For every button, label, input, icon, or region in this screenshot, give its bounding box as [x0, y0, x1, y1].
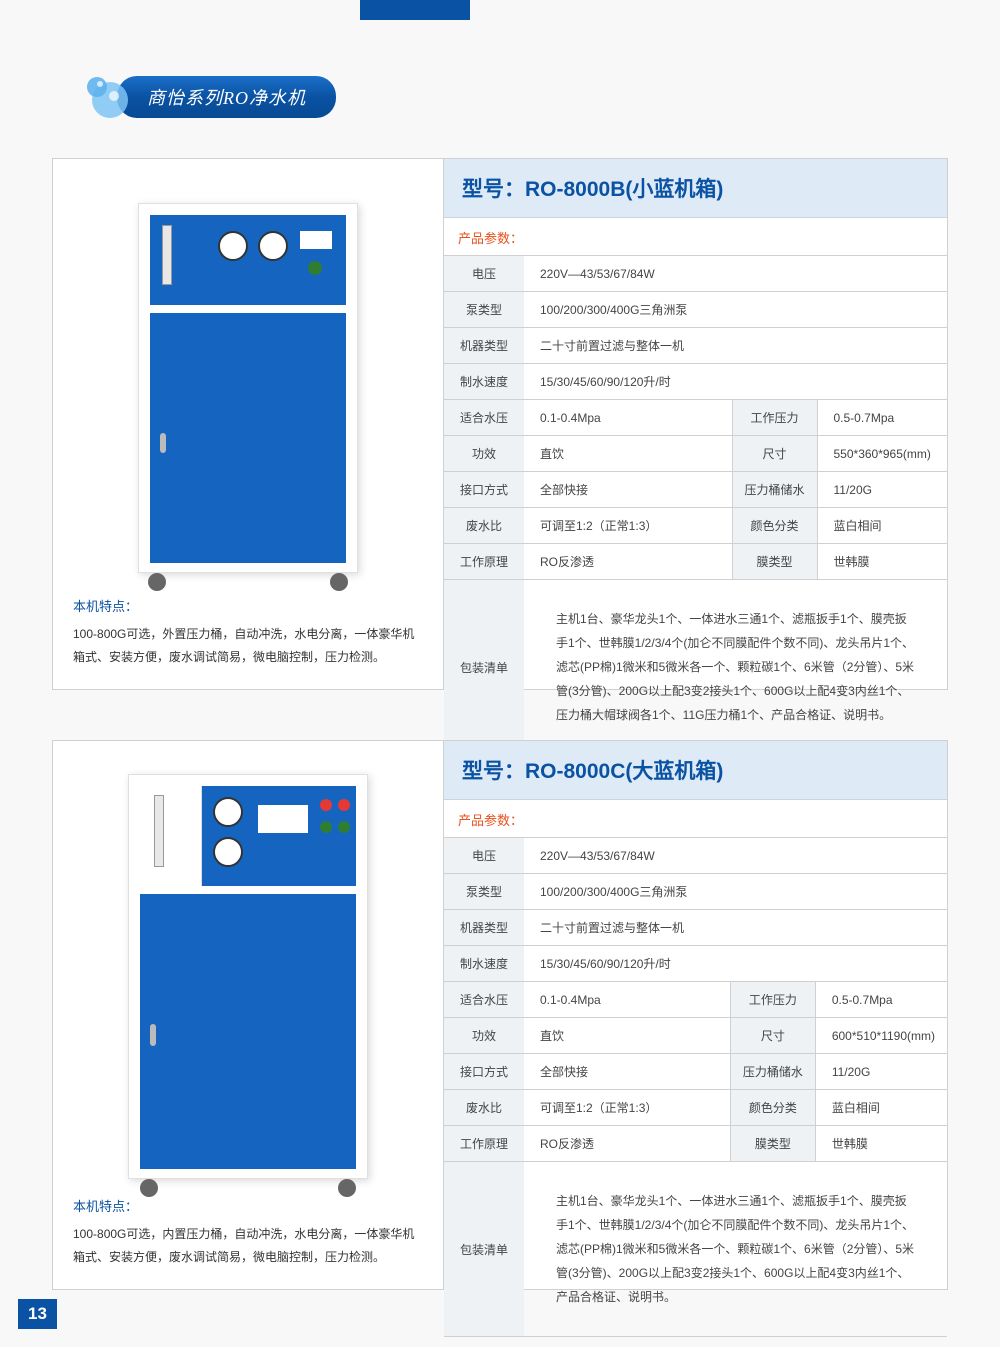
spec-label: 接口方式 [444, 472, 524, 508]
spec-label: 机器类型 [444, 910, 524, 946]
model-header: 型号：RO-8000B(小蓝机箱) [444, 159, 947, 218]
spec-label: 压力桶储水 [730, 1054, 815, 1090]
spec-label: 泵类型 [444, 292, 524, 328]
spec-label: 颜色分类 [732, 508, 817, 544]
spec-label: 制水速度 [444, 364, 524, 400]
spec-value: 100/200/300/400G三角洲泵 [524, 292, 947, 328]
spec-label: 工作压力 [732, 400, 817, 436]
spec-value: 15/30/45/60/90/120升/时 [524, 946, 947, 982]
spec-value: 二十寸前置过滤与整体一机 [524, 910, 947, 946]
spec-value: 可调至1:2（正常1:3） [524, 508, 732, 544]
product-section-b: 本机特点： 100-800G可选，外置压力桶，自动冲洗，水电分离，一体豪华机箱式… [52, 158, 948, 690]
spec-value: 直饮 [524, 436, 732, 472]
page-header: 商怡系列RO净水机 [82, 72, 336, 122]
spec-label: 废水比 [444, 508, 524, 544]
bubble-icon [82, 72, 132, 122]
packing-text: 主机1台、豪华龙头1个、一体进水三通1个、滤瓶扳手1个、膜壳扳手1个、世韩膜1/… [524, 1162, 947, 1337]
model-header: 型号：RO-8000C(大蓝机箱) [444, 741, 947, 800]
spec-value: 世韩膜 [817, 544, 947, 580]
packing-label: 包装清单 [444, 1162, 524, 1337]
features-label: 本机特点： [73, 1196, 423, 1215]
spec-value: 直饮 [524, 1018, 730, 1054]
spec-label: 适合水压 [444, 400, 524, 436]
top-tab-decoration [360, 0, 470, 20]
spec-value: 0.1-0.4Mpa [524, 400, 732, 436]
spec-value: 0.1-0.4Mpa [524, 982, 730, 1018]
spec-label: 功效 [444, 436, 524, 472]
spec-value: 可调至1:2（正常1:3） [524, 1090, 730, 1126]
features-label: 本机特点： [73, 596, 423, 615]
spec-label: 颜色分类 [730, 1090, 815, 1126]
spec-label: 膜类型 [730, 1126, 815, 1162]
spec-value: 100/200/300/400G三角洲泵 [524, 874, 947, 910]
spec-value: 全部快接 [524, 472, 732, 508]
spec-label: 工作原理 [444, 544, 524, 580]
spec-label: 电压 [444, 838, 524, 874]
spec-label: 尺寸 [730, 1018, 815, 1054]
spec-label: 接口方式 [444, 1054, 524, 1090]
spec-label: 工作原理 [444, 1126, 524, 1162]
spec-label: 废水比 [444, 1090, 524, 1126]
spec-label: 电压 [444, 256, 524, 292]
spec-value: RO反渗透 [524, 544, 732, 580]
spec-value: 世韩膜 [815, 1126, 947, 1162]
page-number: 13 [18, 1299, 57, 1329]
spec-label: 机器类型 [444, 328, 524, 364]
spec-label: 膜类型 [732, 544, 817, 580]
spec-label: 功效 [444, 1018, 524, 1054]
features-text: 100-800G可选，内置压力桶，自动冲洗，水电分离，一体豪华机箱式、安装方便，… [73, 1223, 423, 1269]
spec-value: 600*510*1190(mm) [815, 1018, 947, 1054]
spec-label: 适合水压 [444, 982, 524, 1018]
spec-value: 220V—43/53/67/84W [524, 838, 947, 874]
spec-table-c: 电压220V—43/53/67/84W泵类型100/200/300/400G三角… [444, 838, 947, 1337]
spec-value: 220V—43/53/67/84W [524, 256, 947, 292]
spec-value: RO反渗透 [524, 1126, 730, 1162]
product-image-c [73, 761, 423, 1196]
packing-text: 主机1台、豪华龙头1个、一体进水三通1个、滤瓶扳手1个、膜壳扳手1个、世韩膜1/… [524, 580, 947, 755]
params-label: 产品参数： [444, 218, 947, 256]
spec-value: 0.5-0.7Mpa [817, 400, 947, 436]
page-title: 商怡系列RO净水机 [117, 76, 336, 118]
spec-value: 蓝白相间 [817, 508, 947, 544]
product-image-b [73, 179, 423, 596]
spec-table-b: 电压220V—43/53/67/84W泵类型100/200/300/400G三角… [444, 256, 947, 755]
spec-value: 二十寸前置过滤与整体一机 [524, 328, 947, 364]
spec-value: 11/20G [817, 472, 947, 508]
spec-label: 制水速度 [444, 946, 524, 982]
params-label: 产品参数： [444, 800, 947, 838]
spec-value: 11/20G [815, 1054, 947, 1090]
product-section-c: 本机特点： 100-800G可选，内置压力桶，自动冲洗，水电分离，一体豪华机箱式… [52, 740, 948, 1290]
spec-label: 工作压力 [730, 982, 815, 1018]
features-text: 100-800G可选，外置压力桶，自动冲洗，水电分离，一体豪华机箱式、安装方便，… [73, 623, 423, 669]
packing-label: 包装清单 [444, 580, 524, 755]
spec-value: 蓝白相间 [815, 1090, 947, 1126]
spec-value: 550*360*965(mm) [817, 436, 947, 472]
spec-value: 全部快接 [524, 1054, 730, 1090]
spec-label: 尺寸 [732, 436, 817, 472]
spec-label: 泵类型 [444, 874, 524, 910]
spec-value: 0.5-0.7Mpa [815, 982, 947, 1018]
spec-value: 15/30/45/60/90/120升/时 [524, 364, 947, 400]
spec-label: 压力桶储水 [732, 472, 817, 508]
